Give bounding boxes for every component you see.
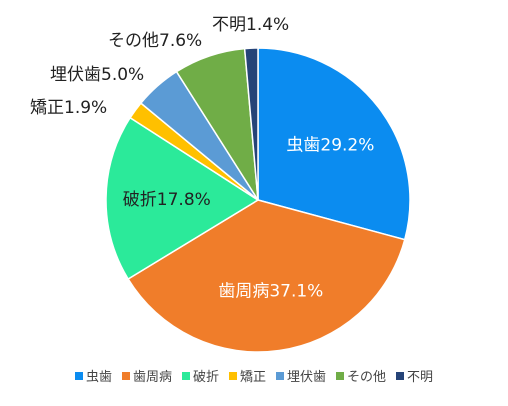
legend-label: 矯正 xyxy=(239,370,266,385)
legend-label: 埋伏歯 xyxy=(287,370,327,385)
legend-item-不明: 不明 xyxy=(396,366,433,385)
slice-label-埋伏歯: 埋伏歯5.0% xyxy=(50,65,144,85)
pie-slice-破折 xyxy=(105,116,260,281)
pie-slice-虫歯 xyxy=(257,47,411,241)
legend-swatch xyxy=(396,371,405,380)
pie-slice-不明 xyxy=(243,47,259,201)
legend: 虫歯 歯周病 破折 矯正 埋伏歯 その他 不明 xyxy=(0,366,508,385)
legend-swatch xyxy=(121,371,130,380)
legend-item-破折: 破折 xyxy=(181,366,219,385)
legend-swatch xyxy=(336,371,345,380)
pie-labels: 虫歯29.2% 歯周病37.1% 破折17.8% 矯正1.9% 埋伏歯5.0% その他7.… xyxy=(30,15,374,301)
legend-swatch xyxy=(74,371,83,380)
legend-item-虫歯: 虫歯 xyxy=(74,366,112,385)
pie-svg: 虫歯29.2% 歯周病37.1% 破折17.8% 矯正1.9% 埋伏歯5.0% その他7.… xyxy=(30,15,411,353)
legend-item-歯周病: 歯周病 xyxy=(121,366,172,385)
slice-label-虫歯: 虫歯29.2% xyxy=(286,136,374,156)
legend-swatch xyxy=(228,371,237,380)
pie-slices xyxy=(105,47,411,353)
legend-label: その他 xyxy=(347,370,387,385)
legend-swatch xyxy=(276,371,284,380)
legend-label: 不明 xyxy=(407,370,434,385)
legend-label: 歯周病 xyxy=(132,370,172,385)
legend-item-その他: その他 xyxy=(336,366,386,385)
legend-swatch xyxy=(181,371,190,380)
pie-slice-歯周病 xyxy=(127,199,406,353)
legend-item-埋伏歯: 埋伏歯 xyxy=(276,366,326,385)
slice-label-破折: 破折17.8% xyxy=(123,190,211,210)
slice-label-不明: 不明1.4% xyxy=(212,15,289,35)
legend-label: 虫歯 xyxy=(85,370,112,385)
legend-label: 破折 xyxy=(192,370,219,385)
slice-label-その他: その他7.6% xyxy=(108,31,202,51)
slice-label-歯周病: 歯周病37.1% xyxy=(218,281,323,301)
slice-label-矯正: 矯正1.9% xyxy=(30,98,107,118)
legend-item-矯正: 矯正 xyxy=(228,366,266,385)
